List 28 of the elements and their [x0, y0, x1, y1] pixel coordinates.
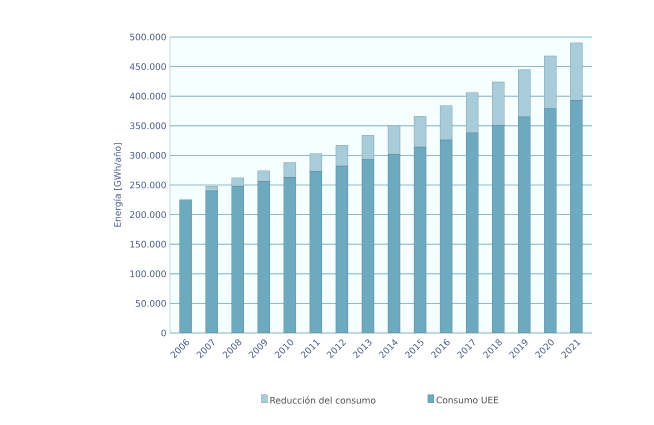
- y-tick-label: 200.000: [130, 211, 166, 218]
- y-tick-label: 400.000: [130, 92, 166, 100]
- legend-label: Reducción del consumo: [270, 396, 376, 404]
- y-tick-label: 50.000: [136, 300, 166, 307]
- y-tick-label: 100.000: [130, 270, 166, 278]
- bar: [310, 153, 322, 172]
- y-tick-label: 250.000: [130, 182, 166, 188]
- bar: [284, 162, 296, 178]
- y-tick-label: 300.000: [130, 152, 166, 159]
- bar: [336, 145, 348, 166]
- bar: [466, 92, 478, 134]
- bar: [388, 125, 400, 154]
- bar: [362, 135, 374, 160]
- y-tick-label: 0: [161, 330, 166, 336]
- bar: [258, 170, 270, 182]
- y-tick-label: 500.000: [130, 34, 166, 40]
- bar: [440, 105, 452, 140]
- bar: [492, 82, 504, 126]
- legend-label: Consumo UEE: [436, 396, 498, 404]
- bar: [570, 42, 583, 101]
- bar: [414, 116, 426, 148]
- bar: [232, 178, 244, 186]
- y-axis-title: Energía [GWh/año]: [114, 143, 123, 227]
- y-tick-label: 350.000: [130, 122, 166, 130]
- bar: [518, 69, 530, 118]
- y-tick-label: 450.000: [130, 63, 166, 70]
- y-tick-label: 150.000: [130, 240, 166, 248]
- bar: [544, 56, 557, 109]
